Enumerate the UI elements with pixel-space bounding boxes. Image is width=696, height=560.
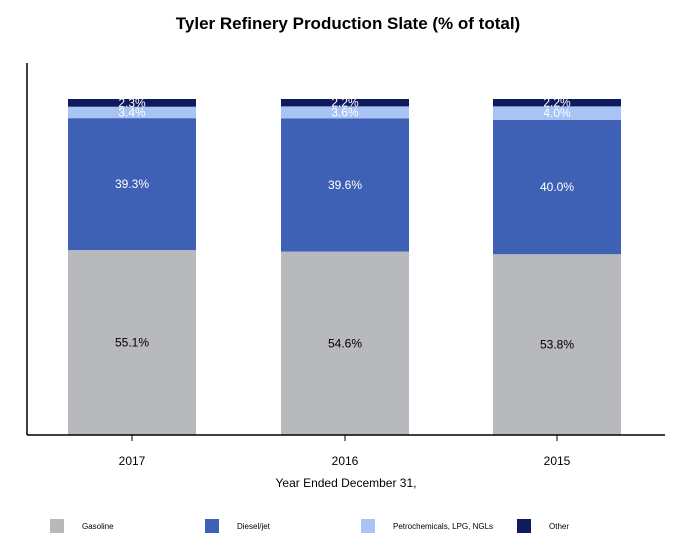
legend-item-diesel-jet: Diesel/jet <box>205 518 270 534</box>
legend-item-gasoline: Gasoline <box>50 518 114 534</box>
legend-label-diesel-jet: Diesel/jet <box>237 521 270 531</box>
bar-2016-diesel-jet <box>281 118 409 252</box>
data-label-2016-gasoline: 54.6% <box>328 336 362 350</box>
data-label-2016-diesel-jet: 39.6% <box>328 178 362 192</box>
legend-label-other: Other <box>549 521 570 531</box>
legend-item-petrochemicals: Petrochemicals, LPG, NGLs <box>361 518 493 534</box>
bar-2017-other <box>68 99 196 107</box>
x-axis-label: Year Ended December 31, <box>276 476 417 490</box>
chart-title: Tyler Refinery Production Slate (% of to… <box>175 14 521 33</box>
bar-2015-diesel-jet <box>493 119 621 255</box>
legend-label-petrochemicals: Petrochemicals, LPG, NGLs <box>393 521 494 531</box>
x-tick-label-2015: 2015 <box>544 454 571 468</box>
bar-2016-gasoline <box>281 251 409 435</box>
legend-label-gasoline: Gasoline <box>82 521 114 531</box>
legend-swatch-petrochemicals <box>361 519 375 533</box>
data-label-2015-diesel-jet: 40.0% <box>540 180 574 194</box>
legend-swatch-diesel-jet <box>205 519 219 533</box>
legend-swatch-gasoline <box>50 519 64 533</box>
x-tick-label-2017: 2017 <box>119 454 146 468</box>
x-tick-label-2016: 2016 <box>332 454 359 468</box>
data-label-2017-petrochemicals-lpg-ngls: 3.4% <box>118 105 146 119</box>
bar-2017-gasoline <box>68 250 196 435</box>
bar-2016-other <box>281 99 409 107</box>
data-label-2017-gasoline: 55.1% <box>115 336 149 350</box>
data-label-2017-other: 2.3% <box>118 96 146 110</box>
data-label-2015-gasoline: 53.8% <box>540 338 574 352</box>
bar-2017-petrochemicals-lpg-ngls <box>68 106 196 119</box>
bar-2015-petrochemicals-lpg-ngls <box>493 106 621 120</box>
legend-item-other: Other <box>517 518 569 534</box>
bar-2015-gasoline <box>493 254 621 435</box>
data-label-2015-other: 2.2% <box>543 96 571 110</box>
data-label-2016-other: 2.2% <box>331 96 359 110</box>
bar-2016-petrochemicals-lpg-ngls <box>281 106 409 119</box>
bar-2017-diesel-jet <box>68 118 196 251</box>
bar-2015-other <box>493 99 621 107</box>
data-label-2015-petrochemicals-lpg-ngls: 4.0% <box>543 106 571 120</box>
data-label-2016-petrochemicals-lpg-ngls: 3.6% <box>331 105 359 119</box>
legend-swatch-other <box>517 519 531 533</box>
data-label-2017-diesel-jet: 39.3% <box>115 177 149 191</box>
